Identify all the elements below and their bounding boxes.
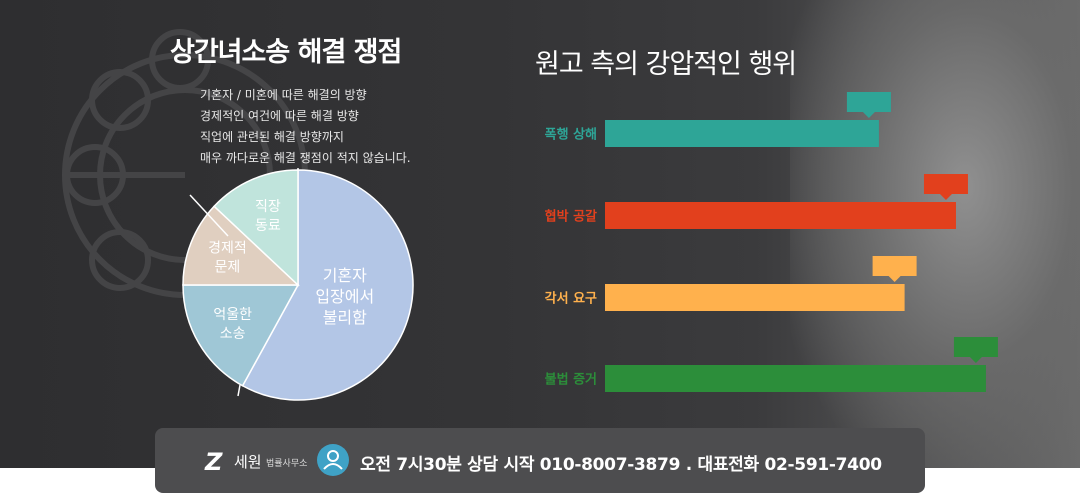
bar-callout-tag xyxy=(872,256,917,282)
pie-slice-label: 억울한 xyxy=(213,307,252,323)
logo-sub: 법률사무소 xyxy=(266,459,308,469)
pie-slice-label: 동료 xyxy=(255,218,281,234)
bar-category-label: 각서 요구 xyxy=(545,292,597,307)
bar-category-label: 불법 증거 xyxy=(545,372,597,388)
pie-slice-label: 기혼자 xyxy=(323,266,367,285)
description-line: 직업에 관련된 해결 방향까지 xyxy=(200,130,344,144)
bar-callout-tag xyxy=(846,92,891,118)
bar xyxy=(605,365,986,392)
bar-callout-tag xyxy=(923,174,968,200)
consult-icon xyxy=(317,444,349,476)
pie-slice xyxy=(213,169,299,287)
bar-category-label: 폭행 상해 xyxy=(545,127,597,143)
description-line: 경제적인 여건에 따른 해결 방향 xyxy=(200,109,359,123)
bar-category-label: 협박 공갈 xyxy=(545,209,597,225)
pie-slice-label: 직장 xyxy=(255,199,281,215)
pie-slice-label: 소송 xyxy=(220,326,246,342)
contact-text: 오전 7시30분 상담 시작 010-8007-3879 . 대표전화 02-5… xyxy=(360,455,882,475)
bar-chart-title: 원고 측의 강압적인 행위 xyxy=(535,49,797,80)
pie-slice-label: 불리함 xyxy=(323,308,367,327)
pie-slice xyxy=(182,284,300,387)
description-line: 기혼자 / 미혼에 따른 해결의 방향 xyxy=(200,88,367,102)
bar xyxy=(605,202,956,229)
pie-slice xyxy=(241,169,414,401)
footer-bar xyxy=(155,428,925,493)
pie-slice-label: 입장에서 xyxy=(315,287,374,306)
bar xyxy=(605,120,879,147)
pie-chart-title: 상간녀소송 해결 쟁점 xyxy=(170,37,402,68)
bar xyxy=(605,284,905,311)
pie-description: 기혼자 / 미혼에 따른 해결의 방향 경제적인 여건에 따른 해결 방향 직업… xyxy=(200,85,411,169)
pie-slice-label: 경제적 xyxy=(208,241,247,257)
pie-slice xyxy=(182,205,300,286)
logo-name: 세원 xyxy=(234,453,262,471)
consult-icon-glyph xyxy=(323,450,343,470)
pie-leader-line xyxy=(237,384,241,397)
bar-callout-tag xyxy=(953,337,998,363)
description-line: 매우 까다로운 해결 쟁점이 적지 않습니다. xyxy=(200,151,411,165)
pie-slice-label: 문제 xyxy=(215,260,241,276)
pie-leader-line xyxy=(189,194,229,237)
logo-mark: Z xyxy=(205,448,223,476)
